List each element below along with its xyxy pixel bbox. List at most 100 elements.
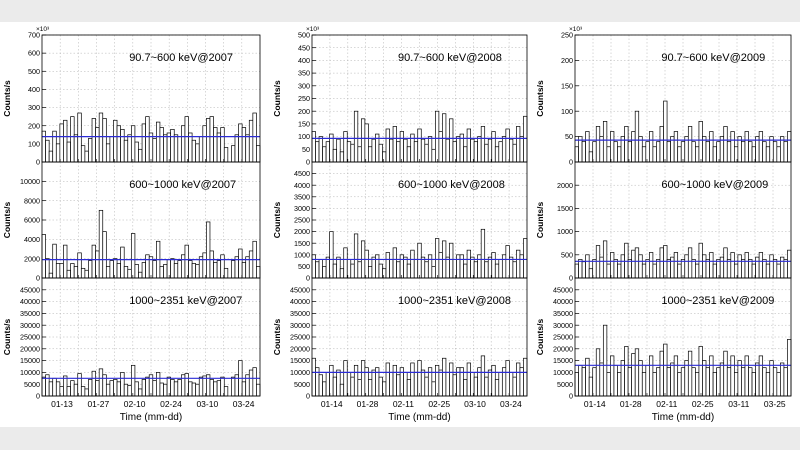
- bar: [726, 141, 732, 163]
- y-axis-title: Counts/s: [535, 80, 545, 117]
- y-tick-label: 200: [28, 121, 40, 130]
- y-tick-label: 150: [298, 120, 310, 129]
- bar: [470, 138, 475, 163]
- x-tick-label: 01-28: [620, 399, 642, 409]
- bar: [438, 131, 443, 163]
- bar: [737, 254, 742, 279]
- y-tick-label: 400: [28, 85, 40, 94]
- bar: [501, 254, 507, 279]
- bar: [772, 259, 778, 279]
- bar: [241, 262, 247, 279]
- bar: [670, 256, 675, 279]
- bar: [120, 128, 125, 163]
- bar: [188, 260, 193, 279]
- bar: [780, 256, 785, 279]
- x-tick-label: 01-27: [87, 399, 109, 409]
- bar: [438, 369, 443, 397]
- bar: [206, 221, 211, 279]
- y-exponent-label: ×10³: [36, 26, 50, 33]
- bar: [712, 146, 717, 163]
- bar: [84, 150, 89, 163]
- bar: [719, 362, 725, 397]
- bar: [220, 127, 225, 163]
- bar: [315, 261, 320, 279]
- bar: [509, 256, 514, 279]
- bar: [741, 141, 746, 163]
- y-tick-label: 200: [561, 56, 573, 65]
- bar: [687, 126, 693, 163]
- bar: [95, 380, 100, 397]
- panel-2008-2: 0 500 1000 1500 2000 2500 3000 3500 4000 4500 600~…: [272, 161, 528, 283]
- bar: [177, 136, 182, 163]
- bar: [357, 379, 362, 397]
- bar: [329, 231, 334, 279]
- bar: [105, 266, 111, 279]
- bar: [494, 146, 500, 163]
- y-tick-label: 30000: [290, 321, 310, 330]
- bar: [332, 263, 338, 279]
- bar: [141, 262, 146, 279]
- bar: [691, 141, 696, 163]
- y-axis-title: Counts/s: [2, 80, 12, 117]
- bar: [484, 143, 489, 163]
- bar: [733, 372, 739, 397]
- bar: [98, 368, 104, 397]
- bar: [248, 369, 254, 397]
- y-tick-label: 50: [302, 145, 310, 154]
- bar: [449, 362, 454, 397]
- bar: [322, 381, 327, 397]
- bar: [248, 119, 254, 163]
- bar: [473, 376, 479, 397]
- x-tick-label: 02-25: [428, 399, 450, 409]
- bar: [109, 260, 114, 279]
- bar: [346, 372, 352, 397]
- bar: [88, 260, 93, 279]
- y-tick-label: 2000: [24, 254, 40, 263]
- bar: [435, 110, 440, 163]
- bar: [617, 146, 622, 163]
- bar: [406, 146, 412, 163]
- bar: [452, 374, 457, 397]
- bar: [231, 376, 236, 397]
- bar: [487, 369, 493, 397]
- bar: [188, 381, 193, 397]
- bar: [45, 139, 50, 163]
- bar: [613, 259, 618, 279]
- bar: [145, 376, 150, 397]
- bar: [350, 376, 355, 397]
- bar: [624, 126, 629, 163]
- bar: [452, 141, 457, 163]
- bar: [213, 381, 218, 397]
- bar: [606, 146, 611, 163]
- bar: [248, 250, 254, 279]
- bar: [695, 263, 700, 279]
- bar: [91, 244, 96, 279]
- bar: [368, 379, 373, 397]
- bar: [691, 259, 696, 279]
- x-axis-title: Time (mm-dd): [388, 412, 450, 423]
- bar: [613, 364, 618, 397]
- bar: [452, 259, 457, 279]
- bar: [116, 125, 121, 163]
- bar: [641, 146, 647, 163]
- bar: [353, 233, 359, 279]
- bar: [673, 131, 679, 163]
- bar: [445, 138, 450, 163]
- bar: [776, 263, 781, 279]
- bar: [66, 386, 71, 397]
- bar: [723, 350, 728, 397]
- bar: [741, 367, 746, 397]
- bar: [680, 367, 686, 397]
- bar: [516, 362, 521, 397]
- bar: [463, 263, 468, 279]
- bar: [66, 269, 71, 279]
- bar: [610, 252, 615, 279]
- bar: [659, 247, 664, 279]
- bar: [641, 372, 647, 397]
- y-tick-label: 1000: [557, 227, 573, 236]
- panel-2008-3: 0 5000 10000 15000 20000 25000 30000 35000 40000…: [272, 277, 528, 401]
- bar: [466, 128, 471, 163]
- bar: [70, 380, 75, 397]
- x-tick-label: 01-14: [321, 399, 343, 409]
- bar: [360, 118, 366, 163]
